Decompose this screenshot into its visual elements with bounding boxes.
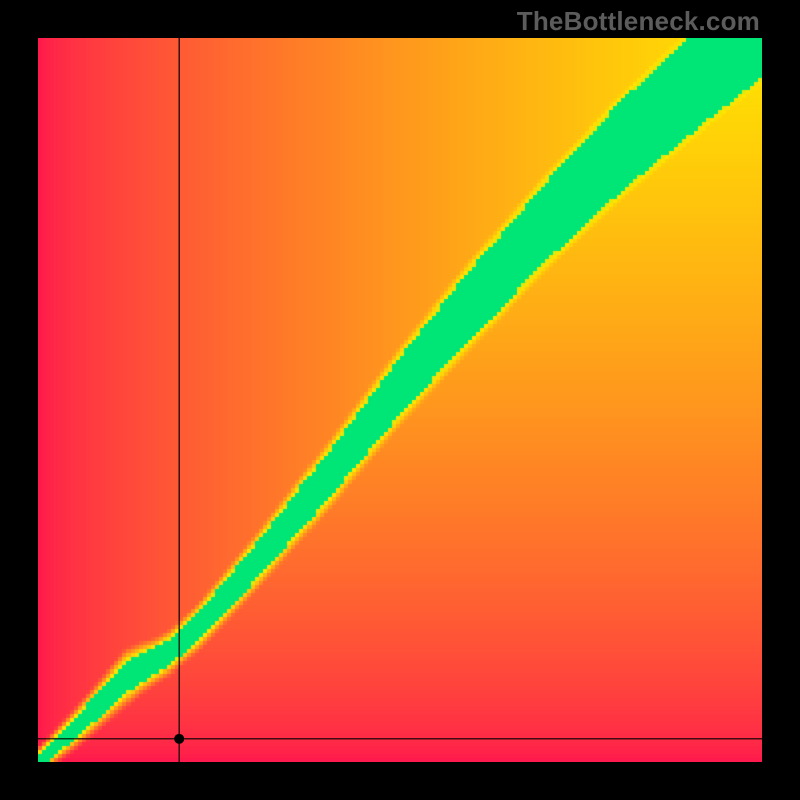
- chart-container: TheBottleneck.com: [0, 0, 800, 800]
- watermark-text: TheBottleneck.com: [517, 6, 760, 37]
- bottleneck-heatmap: [38, 38, 762, 762]
